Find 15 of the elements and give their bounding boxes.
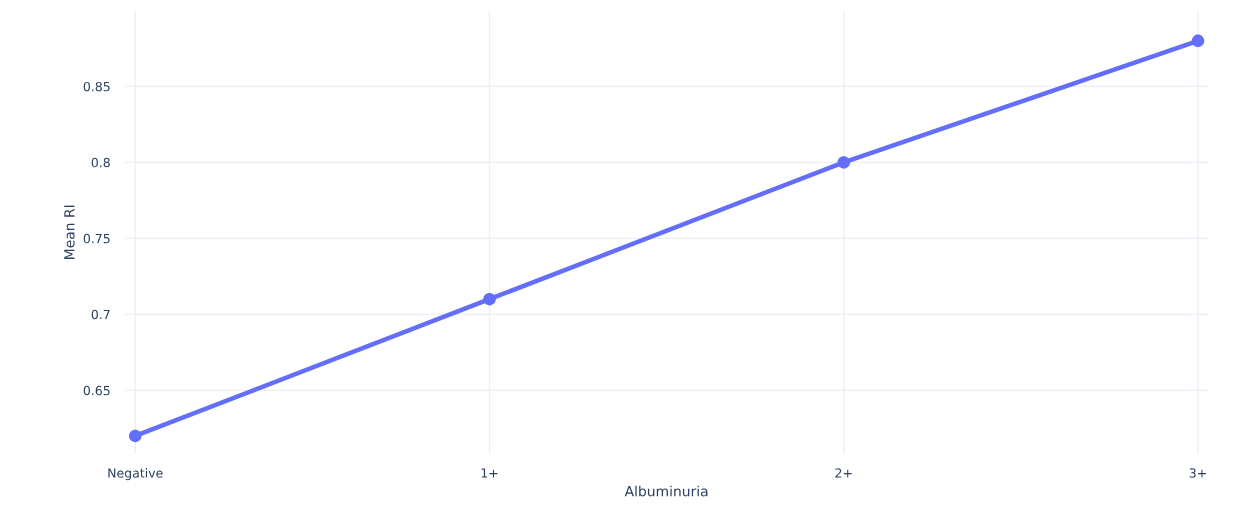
y-tick-label: 0.65 xyxy=(83,385,110,396)
x-tick-label: 2+ xyxy=(835,468,852,478)
y-tick-label: 0.7 xyxy=(91,309,110,320)
y-axis-title: Mean RI xyxy=(64,205,75,259)
y-tick-label: 0.75 xyxy=(83,233,110,244)
x-tick-label: Negative xyxy=(108,468,163,481)
x-axis-title: Albuminuria xyxy=(624,485,708,497)
point xyxy=(483,292,496,306)
point xyxy=(128,429,142,443)
point xyxy=(1191,34,1205,48)
x-tick-label: 1+ xyxy=(481,468,498,478)
point xyxy=(837,156,850,169)
y-tick-label: 0.8 xyxy=(91,157,110,168)
x-tick-label: 3+ xyxy=(1189,468,1206,478)
y-tick-label: 0.85 xyxy=(83,81,110,92)
